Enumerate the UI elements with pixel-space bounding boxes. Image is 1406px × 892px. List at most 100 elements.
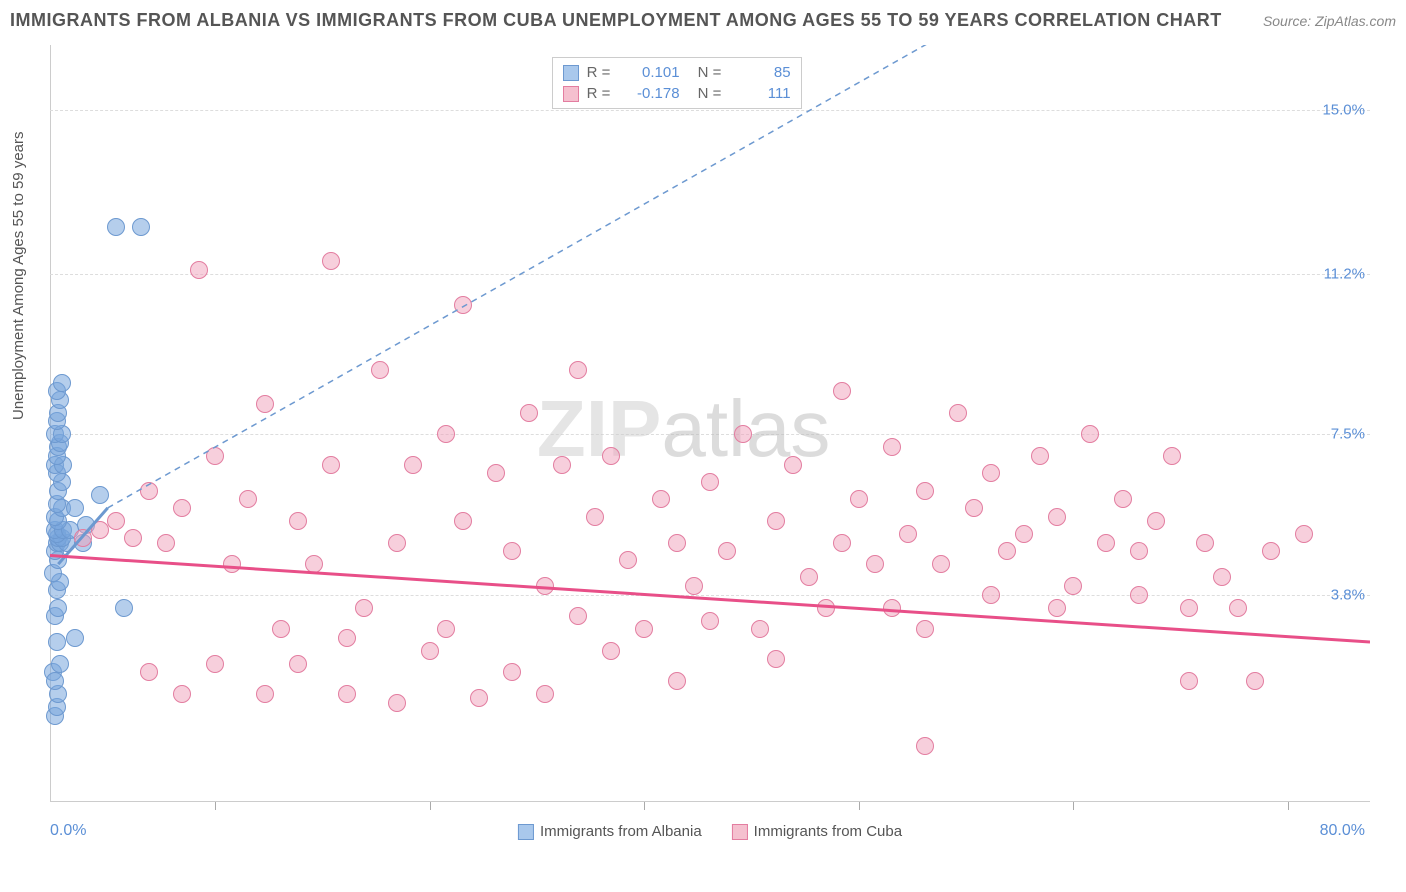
data-point: [305, 555, 323, 573]
data-point: [1213, 568, 1231, 586]
r-value: -0.178: [625, 85, 680, 102]
data-point: [124, 529, 142, 547]
data-point: [602, 447, 620, 465]
data-point: [1114, 490, 1132, 508]
data-point: [51, 655, 69, 673]
data-point: [140, 482, 158, 500]
data-point: [635, 620, 653, 638]
data-point: [833, 534, 851, 552]
data-point: [223, 555, 241, 573]
data-point: [437, 620, 455, 638]
data-point: [454, 512, 472, 530]
data-point: [190, 261, 208, 279]
correlation-legend: R = 0.101 N = 85 R = -0.178 N = 111: [552, 57, 802, 109]
gridline: [50, 595, 1370, 596]
data-point: [322, 456, 340, 474]
data-point: [701, 473, 719, 491]
x-tick: [859, 802, 860, 810]
r-label: R =: [587, 85, 617, 102]
data-point: [569, 361, 587, 379]
data-point: [586, 508, 604, 526]
data-point: [66, 629, 84, 647]
data-point: [115, 599, 133, 617]
data-point: [520, 404, 538, 422]
data-point: [338, 685, 356, 703]
legend-row-cuba: R = -0.178 N = 111: [563, 83, 791, 104]
x-tick: [215, 802, 216, 810]
data-point: [916, 620, 934, 638]
n-label: N =: [698, 85, 728, 102]
data-point: [1130, 542, 1148, 560]
data-point: [206, 655, 224, 673]
series-legend: Immigrants from Albania Immigrants from …: [518, 823, 902, 840]
swatch-albania-icon: [518, 824, 534, 840]
data-point: [371, 361, 389, 379]
data-point: [1262, 542, 1280, 560]
data-point: [470, 689, 488, 707]
data-point: [256, 685, 274, 703]
data-point: [899, 525, 917, 543]
data-point: [767, 512, 785, 530]
chart-title: IMMIGRANTS FROM ALBANIA VS IMMIGRANTS FR…: [10, 10, 1222, 31]
x-tick: [1288, 802, 1289, 810]
data-point: [767, 650, 785, 668]
data-point: [619, 551, 637, 569]
data-point: [140, 663, 158, 681]
data-point: [46, 672, 64, 690]
r-value: 0.101: [625, 64, 680, 81]
data-point: [982, 586, 1000, 604]
legend-label: Immigrants from Cuba: [754, 823, 902, 840]
data-point: [107, 512, 125, 530]
data-point: [289, 512, 307, 530]
data-point: [734, 425, 752, 443]
data-point: [132, 218, 150, 236]
data-point: [239, 490, 257, 508]
data-point: [173, 499, 191, 517]
data-point: [1064, 577, 1082, 595]
data-point: [256, 395, 274, 413]
y-tick-label: 11.2%: [1324, 266, 1365, 283]
data-point: [1246, 672, 1264, 690]
data-point: [536, 577, 554, 595]
x-tick: [430, 802, 431, 810]
data-point: [668, 534, 686, 552]
data-point: [91, 521, 109, 539]
data-point: [718, 542, 736, 560]
data-point: [982, 464, 1000, 482]
data-point: [74, 529, 92, 547]
data-point: [1048, 599, 1066, 617]
y-tick-label: 15.0%: [1322, 101, 1365, 118]
data-point: [701, 612, 719, 630]
data-point: [1163, 447, 1181, 465]
data-point: [1180, 672, 1198, 690]
data-point: [800, 568, 818, 586]
data-point: [866, 555, 884, 573]
data-point: [272, 620, 290, 638]
data-point: [569, 607, 587, 625]
data-point: [1015, 525, 1033, 543]
chart-area: 3.8%7.5%11.2%15.0% ZIPatlas R = 0.101 N …: [50, 45, 1370, 845]
data-point: [1180, 599, 1198, 617]
data-point: [553, 456, 571, 474]
data-point: [998, 542, 1016, 560]
n-value: 85: [736, 64, 791, 81]
data-point: [157, 534, 175, 552]
source-text: Source: ZipAtlas.com: [1263, 13, 1396, 29]
data-point: [206, 447, 224, 465]
data-point: [965, 499, 983, 517]
data-point: [437, 425, 455, 443]
regression-lines: [50, 45, 1370, 845]
data-point: [1097, 534, 1115, 552]
data-point: [173, 685, 191, 703]
data-point: [536, 685, 554, 703]
gridline: [50, 434, 1370, 435]
data-point: [668, 672, 686, 690]
swatch-cuba: [563, 86, 579, 102]
swatch-cuba-icon: [732, 824, 748, 840]
x-tick: [1073, 802, 1074, 810]
data-point: [454, 296, 472, 314]
data-point: [388, 694, 406, 712]
y-tick-label: 7.5%: [1331, 426, 1365, 443]
data-point: [53, 374, 71, 392]
data-point: [833, 382, 851, 400]
